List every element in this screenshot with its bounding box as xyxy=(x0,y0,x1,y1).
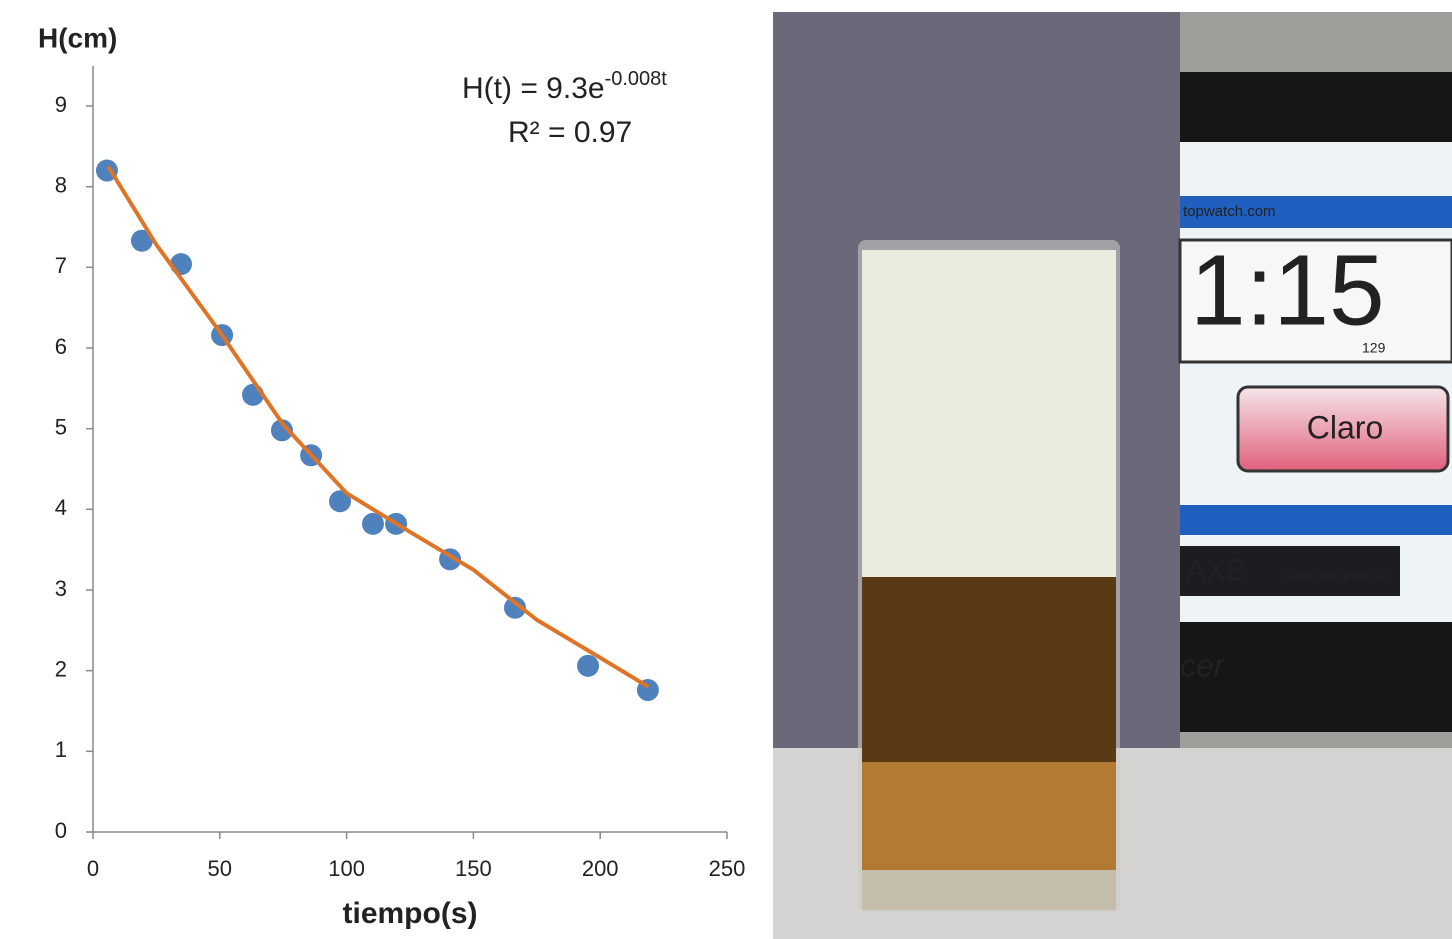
x-tick-label: 50 xyxy=(208,856,232,881)
point xyxy=(170,253,192,275)
trendline xyxy=(108,167,648,687)
y-tick-label: 2 xyxy=(55,656,67,681)
y-tick-label: 6 xyxy=(55,334,67,359)
y-tick-label: 8 xyxy=(55,172,67,197)
y-tick-label: 0 xyxy=(55,818,67,843)
y-tick-label: 1 xyxy=(55,737,67,762)
timer-ms: 129 xyxy=(1362,340,1386,356)
button: Claro xyxy=(1307,409,1383,445)
y-tick-label: 7 xyxy=(55,253,67,278)
equation-exponent: -0.008t xyxy=(605,68,668,90)
timer: 1:15 xyxy=(1190,234,1385,346)
equation: H(t) = 9.3e-0.008t xyxy=(462,68,667,105)
photo: topwatch.com 1:15 129 Claro AXE #FINDYOU… xyxy=(773,12,1452,939)
point xyxy=(577,655,599,677)
x-axis-label: tiempo(s) xyxy=(343,897,478,930)
x-tick-label: 0 xyxy=(87,856,99,881)
ad-brand: AXE xyxy=(1186,554,1246,587)
y-tick-label: 5 xyxy=(55,414,67,439)
y-tick-label: 4 xyxy=(55,495,67,520)
page: topwatch.com 1:15 129 Claro AXE #FINDYOU… xyxy=(0,0,1452,939)
y-tick-label: 3 xyxy=(55,576,67,601)
y-axis-label: H(cm) xyxy=(38,22,117,53)
x-tick-label: 250 xyxy=(709,856,746,881)
url: topwatch.com xyxy=(1183,203,1276,220)
y-tick-label: 9 xyxy=(55,92,67,117)
x-tick-label: 200 xyxy=(582,856,619,881)
equation-base: H(t) = 9.3e xyxy=(462,72,605,105)
r-squared: R² = 0.97 xyxy=(508,116,632,149)
ad-tag: #FINDYOURMAGIC xyxy=(1282,569,1392,583)
monitor-brand: cer xyxy=(1180,647,1226,683)
x-tick-label: 100 xyxy=(328,856,365,881)
x-tick-label: 150 xyxy=(455,856,492,881)
